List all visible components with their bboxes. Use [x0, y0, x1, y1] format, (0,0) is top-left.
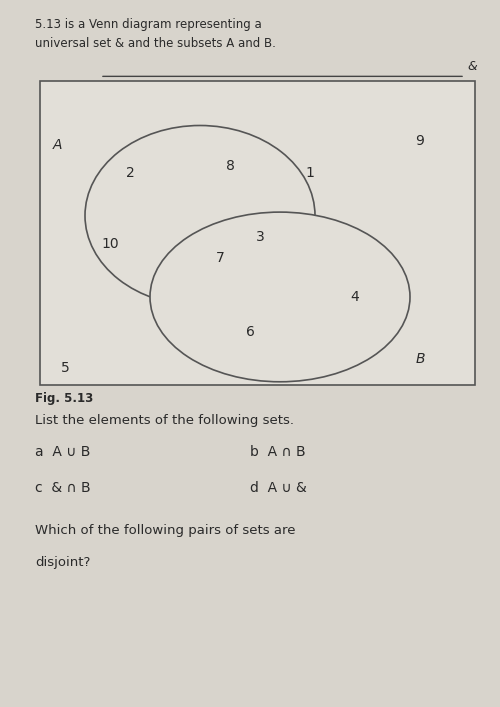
Text: 4: 4 [350, 290, 360, 304]
Text: 2: 2 [126, 166, 134, 180]
Text: 8: 8 [226, 159, 234, 173]
Ellipse shape [85, 126, 315, 305]
Text: Fig. 5.13: Fig. 5.13 [35, 392, 93, 405]
Text: Which of the following pairs of sets are: Which of the following pairs of sets are [35, 524, 295, 537]
Text: B: B [415, 352, 425, 366]
Text: 6: 6 [246, 325, 254, 339]
Bar [40, 81, 475, 385]
Text: List the elements of the following sets.: List the elements of the following sets. [35, 414, 294, 427]
Text: 3: 3 [256, 230, 264, 244]
Text: 7: 7 [216, 251, 224, 265]
Text: disjoint?: disjoint? [35, 556, 90, 568]
Text: A: A [53, 138, 62, 152]
Text: a  A ∪ B: a A ∪ B [35, 445, 90, 460]
Text: 5: 5 [60, 361, 70, 375]
Text: d  A ∪ &: d A ∪ & [250, 481, 307, 495]
Text: 5.13 is a Venn diagram representing a: 5.13 is a Venn diagram representing a [35, 18, 262, 31]
Text: 10: 10 [101, 237, 119, 251]
Text: c  & ∩ B: c & ∩ B [35, 481, 90, 495]
Text: 9: 9 [416, 134, 424, 148]
Ellipse shape [150, 212, 410, 382]
Text: &: & [468, 60, 477, 73]
Text: 1: 1 [306, 166, 314, 180]
Text: b  A ∩ B: b A ∩ B [250, 445, 306, 460]
Text: universal set & and the subsets A and B.: universal set & and the subsets A and B. [35, 37, 276, 50]
